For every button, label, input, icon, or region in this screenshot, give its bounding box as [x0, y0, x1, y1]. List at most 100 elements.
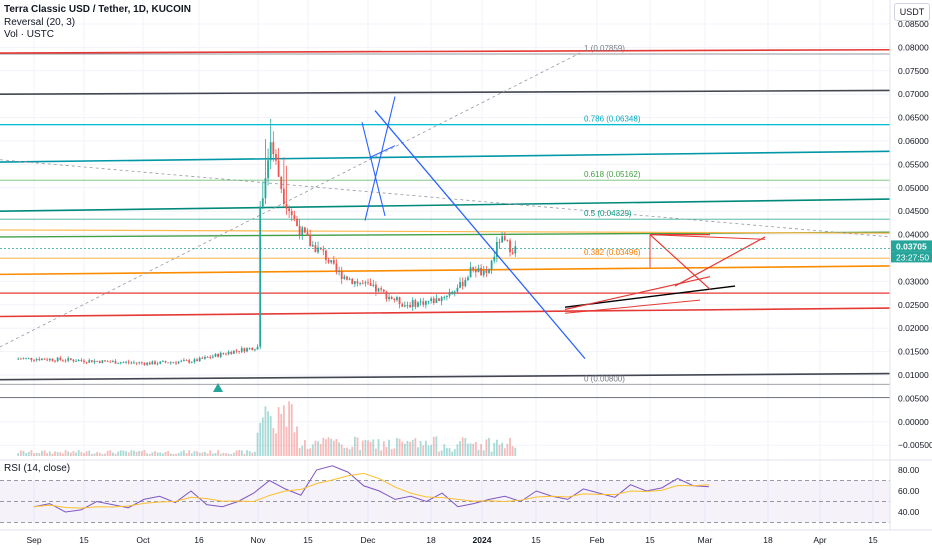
candle-body — [114, 361, 117, 364]
price-tick-label: 0.04500 — [898, 206, 929, 216]
candle-body — [280, 176, 283, 189]
time-axis[interactable]: Sep 15 Oct 16 Nov 15 Dec 18 2024 15 Feb 15 Mar 18 Apr 1… — [0, 529, 932, 545]
volume-bar — [380, 450, 383, 456]
volume-bar — [414, 438, 417, 456]
candle-body — [485, 270, 488, 273]
candle-body — [393, 298, 396, 300]
volume-bar — [403, 443, 406, 456]
rsi-tick-label: 80.00 — [898, 465, 920, 475]
volume-bar — [319, 443, 322, 456]
time-tick-label: Feb — [590, 535, 605, 545]
volume-bar — [156, 452, 159, 456]
volume-bar — [248, 451, 251, 456]
volume-bar — [46, 453, 49, 456]
candle-body — [385, 291, 388, 299]
price-tick-label: 0.03000 — [898, 276, 929, 286]
volume-bar — [75, 452, 77, 456]
candle-body — [259, 206, 262, 347]
candle-body — [25, 357, 28, 359]
candle-body — [185, 360, 188, 361]
candle-body — [43, 358, 46, 360]
volume-bar — [275, 433, 277, 456]
candle-body — [30, 357, 33, 360]
volume-bar — [196, 451, 198, 456]
trend-line — [364, 96, 396, 221]
volume-bar — [101, 453, 104, 456]
candle-body — [80, 360, 83, 361]
candle-body — [440, 297, 443, 302]
candle-body — [243, 348, 246, 352]
candle-body — [501, 236, 504, 243]
trend-drawings — [361, 96, 766, 360]
candle-body — [211, 356, 214, 358]
symbol-title[interactable]: Terra Classic USD / Tether, 1D, KUCOIN — [4, 4, 191, 15]
time-tick-label: Nov — [250, 535, 266, 545]
fib-level-label: 0.5 (0.04329) — [584, 209, 632, 218]
volume-bar — [104, 453, 106, 456]
candle-body — [314, 245, 317, 253]
volume-bar — [217, 450, 219, 456]
volume-bar — [469, 443, 472, 456]
candle-body — [254, 349, 256, 351]
volume-bar — [506, 443, 509, 456]
candle-body — [22, 358, 25, 360]
candle-body — [246, 348, 248, 352]
candle-body — [369, 283, 372, 286]
volume-bar — [317, 441, 319, 456]
trend-line — [369, 145, 396, 158]
candle-body — [382, 289, 385, 292]
volume-bar — [382, 441, 385, 456]
volume-bar — [417, 447, 419, 456]
candle-body — [204, 356, 206, 359]
volume-bar — [227, 453, 230, 456]
candle-body — [206, 356, 209, 358]
volume-bar — [390, 449, 393, 456]
reversal-indicator-label[interactable]: Reversal (20, 3) — [4, 17, 76, 28]
price-tick-label: 0.07000 — [898, 89, 929, 99]
price-tick-label: 0.06500 — [898, 113, 929, 123]
candle-body — [106, 361, 109, 362]
candle-body — [164, 361, 167, 363]
currency-button[interactable]: USDT — [894, 3, 930, 21]
volume-bar — [335, 439, 338, 456]
volume-bar — [369, 441, 372, 456]
candle-body — [83, 360, 85, 363]
volume-bar — [188, 450, 191, 456]
volume-bar — [159, 452, 162, 456]
volume-bar — [240, 450, 243, 456]
candle-body — [495, 241, 498, 257]
volume-bar — [424, 440, 427, 456]
candle-body — [248, 347, 251, 349]
candle-body — [177, 361, 180, 364]
volume-bar — [377, 439, 380, 456]
volume-bar — [17, 453, 20, 456]
time-tick-label: Oct — [136, 535, 150, 545]
volume-bar — [388, 439, 390, 456]
candle-body — [301, 227, 304, 236]
candle-body — [509, 240, 511, 253]
volume-bar — [359, 450, 362, 456]
candle-body — [469, 267, 472, 278]
volume-bar — [364, 439, 367, 456]
price-axis[interactable]: 0.08500 0.08000 0.07500 0.07000 0.06500 0.060… — [0, 0, 932, 530]
candle-body — [482, 270, 485, 276]
volume-bar — [327, 437, 330, 456]
candle-body — [96, 360, 99, 362]
fib-level-label: 0.786 (0.06348) — [584, 115, 641, 124]
candle-body — [343, 276, 346, 279]
volume-bar — [301, 445, 304, 456]
volume-bar — [474, 441, 477, 456]
volume-bar — [340, 444, 343, 456]
volume-bar — [427, 445, 430, 456]
price-tick-label: 0.07500 — [898, 66, 929, 76]
volume-bar — [264, 406, 267, 456]
volume-bar — [38, 453, 41, 456]
candle-body — [130, 362, 133, 364]
dashed-trendline — [0, 159, 891, 238]
countdown-tag — [891, 251, 932, 263]
candle-body — [396, 297, 398, 300]
rsi-indicator-label[interactable]: RSI (14, close) — [4, 463, 71, 474]
price-tick-label: 0.00500 — [898, 393, 929, 403]
volume-indicator-label[interactable]: Vol · USTC — [4, 29, 55, 40]
